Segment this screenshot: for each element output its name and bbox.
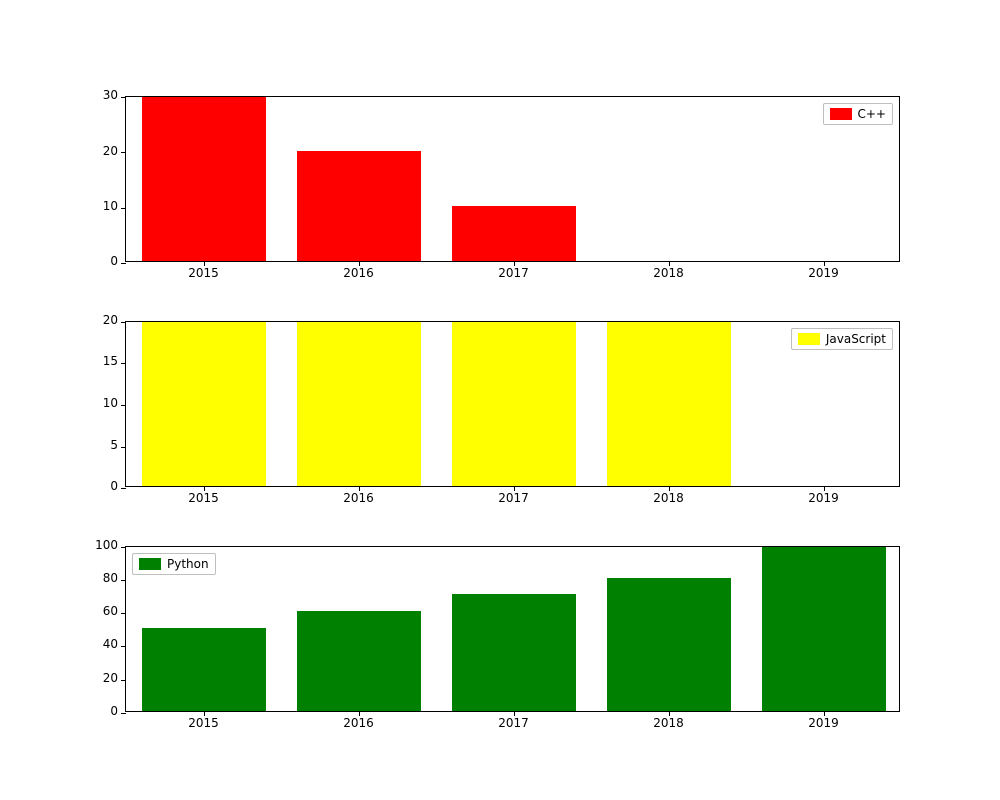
xtick-label: 2019 — [808, 486, 839, 504]
legend-swatch — [798, 333, 820, 345]
xtick-label: 2015 — [188, 261, 219, 279]
bar — [762, 547, 886, 711]
xtick-label: 2016 — [343, 261, 374, 279]
ytick-label: 10 — [103, 397, 126, 409]
figure: 010203020152016201720182019C++0510152020… — [0, 0, 1000, 800]
bar — [142, 97, 266, 261]
bar — [142, 628, 266, 711]
legend-swatch — [139, 558, 161, 570]
bar — [452, 594, 576, 711]
ytick-label: 20 — [103, 672, 126, 684]
bar — [607, 578, 731, 711]
legend-label: JavaScript — [826, 333, 886, 345]
ytick-label: 15 — [103, 355, 126, 367]
xtick-label: 2015 — [188, 711, 219, 729]
xtick-label: 2016 — [343, 486, 374, 504]
legend: Python — [132, 553, 216, 575]
bar — [142, 322, 266, 486]
xtick-label: 2017 — [498, 261, 529, 279]
ytick-label: 0 — [110, 255, 126, 267]
ytick-label: 80 — [103, 572, 126, 584]
xtick-label: 2019 — [808, 261, 839, 279]
bar — [607, 322, 731, 486]
xtick-label: 2018 — [653, 261, 684, 279]
subplot-2: 02040608010020152016201720182019Python — [125, 546, 900, 712]
ytick-label: 30 — [103, 89, 126, 101]
ytick-label: 60 — [103, 605, 126, 617]
bar — [297, 151, 421, 262]
ytick-label: 40 — [103, 638, 126, 650]
bar — [452, 206, 576, 261]
legend: C++ — [823, 103, 894, 125]
legend-label: Python — [167, 558, 209, 570]
xtick-label: 2015 — [188, 486, 219, 504]
bar — [297, 322, 421, 486]
legend-label: C++ — [858, 108, 887, 120]
bar — [297, 611, 421, 711]
subplot-0: 010203020152016201720182019C++ — [125, 96, 900, 262]
bar — [452, 322, 576, 486]
subplot-1: 0510152020152016201720182019JavaScript — [125, 321, 900, 487]
xtick-label: 2018 — [653, 486, 684, 504]
ytick-label: 10 — [103, 200, 126, 212]
ytick-label: 20 — [103, 145, 126, 157]
ytick-label: 0 — [110, 480, 126, 492]
ytick-label: 100 — [95, 539, 126, 551]
legend: JavaScript — [791, 328, 893, 350]
ytick-label: 20 — [103, 314, 126, 326]
legend-swatch — [830, 108, 852, 120]
xtick-label: 2017 — [498, 711, 529, 729]
xtick-label: 2016 — [343, 711, 374, 729]
xtick-label: 2019 — [808, 711, 839, 729]
xtick-label: 2018 — [653, 711, 684, 729]
ytick-label: 0 — [110, 705, 126, 717]
xtick-label: 2017 — [498, 486, 529, 504]
ytick-label: 5 — [110, 439, 126, 451]
